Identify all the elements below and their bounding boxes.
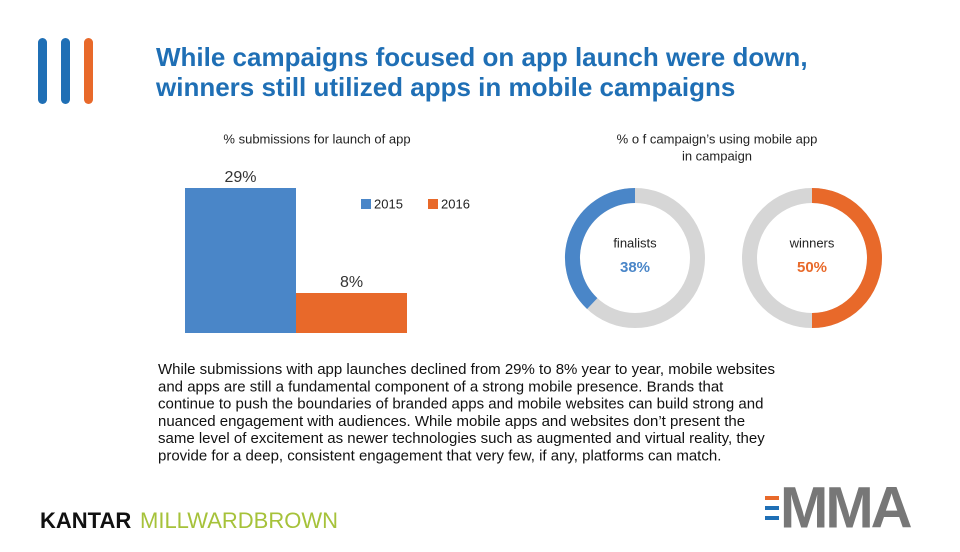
logo-line xyxy=(765,496,779,500)
body-line: While submissions with app launches decl… xyxy=(158,361,775,378)
body-line: and apps are still a fundamental compone… xyxy=(158,378,724,395)
legend-swatch xyxy=(361,199,371,209)
body-line: same level of excitement as newer techno… xyxy=(158,430,765,447)
donut-label: winners xyxy=(789,235,835,250)
data-label: 29% xyxy=(224,169,256,186)
logo-mma: MMA xyxy=(780,475,912,540)
body-text: While submissions with app launches decl… xyxy=(158,361,775,465)
logo-line xyxy=(765,516,779,520)
bar xyxy=(185,188,296,333)
body-line: provide for a deep, consistent engagemen… xyxy=(158,447,721,464)
bar xyxy=(296,293,407,333)
chart-title: in campaign xyxy=(682,148,752,163)
slide-title: While campaigns focused on app launch we… xyxy=(156,42,808,72)
logo-millward: MILLWARDBROWN xyxy=(140,508,338,533)
slide-title: winners still utilized apps in mobile ca… xyxy=(155,72,735,102)
logo-line xyxy=(765,506,779,510)
logo-kantar: KANTAR xyxy=(40,508,131,533)
donut-value: 38% xyxy=(620,259,650,276)
donut-arc xyxy=(811,188,882,328)
donut-label: finalists xyxy=(613,235,657,250)
logo-bar xyxy=(84,38,93,104)
body-line: continue to push the boundaries of brand… xyxy=(158,396,763,413)
data-label: 8% xyxy=(340,274,363,291)
donut-value: 50% xyxy=(797,259,827,276)
chart-title: % submissions for launch of app xyxy=(223,131,410,146)
logo-bar xyxy=(61,38,70,104)
legend-label: 2016 xyxy=(441,196,470,211)
donut-arc xyxy=(565,188,636,310)
legend-swatch xyxy=(428,199,438,209)
body-line: nuanced engagement with audiences. While… xyxy=(158,413,745,430)
chart-title: % o f campaign’s using mobile app xyxy=(617,131,818,146)
legend-label: 2015 xyxy=(374,196,403,211)
logo-bar xyxy=(38,38,47,104)
